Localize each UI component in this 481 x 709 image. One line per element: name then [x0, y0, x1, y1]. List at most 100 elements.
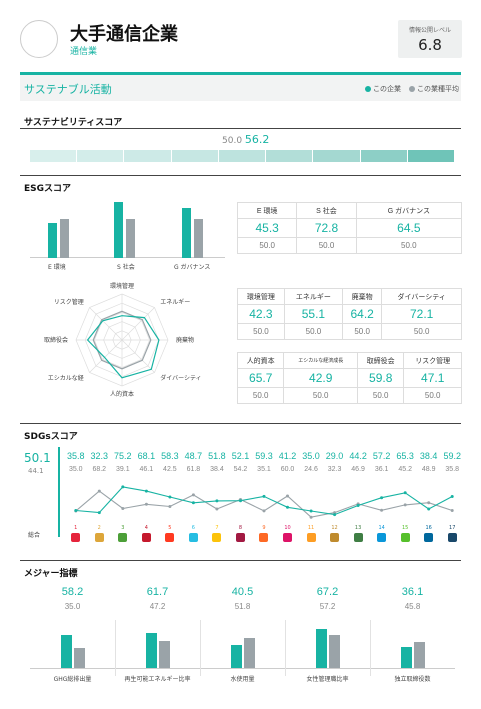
subscore-header: 人的資本 — [236, 352, 285, 369]
radar-spoke — [121, 307, 155, 341]
subscore-avg: 50.0 — [356, 387, 405, 404]
sdg-goal-icon: 1 — [64, 525, 88, 542]
score-bar-segment — [360, 150, 407, 162]
major-bar-industry — [73, 647, 85, 668]
sustainability-industry-value: 50.0 — [222, 136, 243, 146]
sdg-industry-value: 39.1 — [115, 466, 130, 473]
major-indicator-label: 水使用量 — [230, 676, 255, 683]
sdgs-total-label: 総合 — [28, 532, 41, 539]
radar-axis-label: エネルギー — [160, 299, 190, 306]
radar-spoke — [121, 339, 155, 373]
legend-company: この企業 — [365, 84, 401, 94]
sdg-goal-icon: 7 — [205, 525, 229, 542]
sdg-industry-line-point — [144, 502, 148, 506]
radar-spoke — [89, 307, 123, 341]
sdg-industry-value: 32.3 — [327, 466, 342, 473]
sdg-industry-line-point — [380, 508, 384, 512]
subscore-avg: 50.0 — [381, 323, 462, 340]
sdg-industry-line-point — [168, 505, 172, 508]
score-bar-segment — [313, 150, 360, 162]
major-company-value: 58.2 — [61, 586, 84, 598]
disclosure-level-box: 情報公開レベル 6.8 — [398, 20, 462, 58]
sdg-goal-icon: 11 — [299, 525, 323, 542]
major-company-value: 67.2 — [316, 586, 339, 598]
sdg-company-value: 35.8 — [66, 451, 85, 461]
major-bar-industry — [413, 641, 425, 668]
legend-industry: この業種平均 — [409, 84, 459, 94]
sdg-industry-value: 61.8 — [186, 466, 201, 473]
sdg-company-value: 32.3 — [90, 451, 109, 461]
sdgs-goal-icons: 1 2 3 4 5 6 7 8 9 10 11 12 13 14 15 16 17 — [64, 525, 464, 547]
esg-bar-industry — [60, 219, 69, 258]
subscore-value: 55.1 — [283, 304, 343, 324]
sdg-company-value: 65.3 — [396, 451, 414, 461]
sdg-industry-value: 48.9 — [421, 466, 436, 473]
major-bar-company — [60, 634, 72, 668]
sdg-industry-value: 24.6 — [304, 466, 318, 473]
subscore-header: リスク管理 — [403, 352, 462, 369]
sdg-industry-line-point — [121, 507, 125, 510]
sdg-industry-value: 38.4 — [210, 466, 224, 473]
major-top-rule — [20, 560, 461, 561]
sdg-company-value: 51.8 — [208, 451, 226, 461]
sdg-goal-icon: 8 — [229, 525, 253, 542]
major-bar-company — [145, 632, 157, 668]
industry-label: 通信業 — [70, 47, 98, 57]
esg-label-s: S 社会 — [117, 264, 135, 271]
esg-table-value: 72.8 — [296, 218, 357, 238]
esg-bar-company — [182, 208, 191, 258]
radar-axis-label: リスク管理 — [54, 298, 84, 306]
sustainability-values: 50.0 56.2 — [222, 133, 269, 146]
radar-axis-label: 廃棄物 — [176, 336, 194, 344]
subscore-value: 47.1 — [403, 368, 462, 388]
disclosure-level-label: 情報公開レベル — [408, 27, 451, 34]
major-bar-industry — [328, 635, 340, 668]
sdg-industry-line-point — [286, 494, 289, 498]
esg-bar-industry — [194, 219, 203, 258]
sdg-industry-value: 46.1 — [139, 466, 154, 473]
major-industry-value: 45.8 — [404, 602, 421, 611]
sdg-industry-line-point — [215, 507, 219, 511]
sdg-company-value: 35.0 — [302, 451, 320, 461]
sdg-goal-icon: 5 — [158, 525, 182, 542]
sdg-company-value: 29.0 — [325, 451, 344, 461]
sdg-company-value: 68.1 — [137, 451, 156, 461]
subscore-avg: 50.0 — [237, 323, 285, 340]
esg-label-e: E 環境 — [48, 264, 66, 271]
company-name: 大手通信企業 — [70, 24, 178, 45]
sdg-goal-icon: 15 — [393, 525, 417, 542]
sdg-company-value: 58.3 — [161, 451, 179, 461]
score-bar-segment — [407, 150, 454, 162]
esg-title: ESGスコア — [24, 184, 72, 194]
major-industry-value: 35.0 — [64, 602, 81, 611]
sdg-industry-value: 46.9 — [351, 466, 365, 473]
radar-axis-label: 取締役会 — [44, 336, 68, 344]
section-band — [20, 75, 461, 101]
sdg-company-line-point — [74, 509, 78, 512]
sdg-company-value: 75.2 — [114, 451, 132, 461]
major-company-value: 36.1 — [401, 586, 424, 598]
score-bar-segment — [171, 150, 218, 162]
major-column-divider — [200, 620, 201, 676]
sdg-company-line-point — [427, 507, 431, 511]
sdg-company-line-point — [121, 485, 125, 489]
subscore-value: 42.3 — [237, 304, 285, 324]
sdg-company-line-point — [380, 496, 384, 500]
subscore-value: 42.9 — [283, 368, 358, 388]
score-bar-segment — [124, 150, 171, 162]
esg-table-header: G ガバナンス — [355, 202, 463, 219]
esg-table-avg: 50.0 — [236, 237, 298, 254]
esg-top-rule — [20, 175, 461, 176]
major-indicator-label: 再生可能エネルギー比率 — [124, 676, 191, 683]
e-subscore-table: 環境管理 エネルギー 廃棄物 ダイバーシティ 42.3 55.1 64.2 72.1 50.… — [237, 288, 462, 340]
sdgs-value-row: 35.8 35.0 32.3 68.2 75.2 39.1 68.1 46.1 58.3 42.5… — [64, 451, 464, 481]
subscore-value: 59.8 — [356, 368, 405, 388]
sdg-company-line-point — [168, 495, 172, 499]
radar-axis-label: ダイバーシティ — [160, 374, 201, 382]
sdg-company-line-point — [97, 511, 101, 515]
sdg-industry-value: 54.2 — [233, 466, 248, 473]
subscore-avg: 50.0 — [283, 387, 358, 404]
major-industry-value: 47.2 — [149, 602, 166, 611]
sdgs-line-chart — [74, 485, 454, 519]
score-bar-segment — [30, 150, 77, 162]
